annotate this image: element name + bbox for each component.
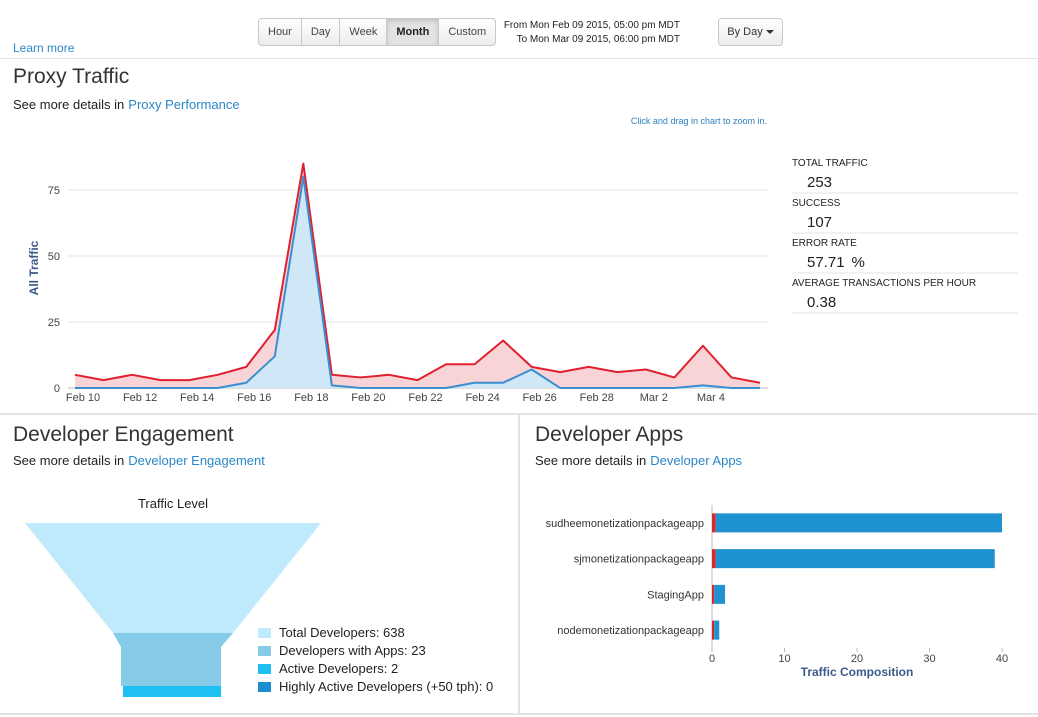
area-fill — [75, 163, 760, 388]
bar — [712, 584, 715, 604]
legend-label: Developers with Apps: 23 — [279, 643, 426, 658]
interval-dropdown[interactable]: By Day — [718, 18, 783, 46]
category-label: sjmonetizationpackageapp — [574, 554, 704, 566]
y-axis-label: All Traffic — [27, 240, 41, 295]
divider — [0, 58, 1038, 59]
x-tick-label: Feb 24 — [465, 392, 499, 404]
stat-label: TOTAL TRAFFIC — [792, 158, 868, 169]
range-button[interactable]: Day — [300, 19, 340, 45]
y-tick-label: 50 — [48, 251, 60, 263]
bar — [715, 513, 1002, 533]
details-prefix: See more details in — [535, 453, 647, 468]
stat-number: 253 — [807, 174, 832, 191]
stat-value: 107 — [807, 214, 832, 231]
category-label: sudheemonetizationpackageapp — [546, 518, 704, 530]
x-tick-label: Mar 2 — [640, 392, 668, 404]
category-label: nodemonetizationpackageapp — [557, 625, 704, 637]
range-button[interactable]: Week — [339, 19, 386, 45]
x-tick-label: 30 — [923, 653, 935, 665]
y-tick-label: 25 — [48, 317, 60, 329]
x-tick-label: Feb 16 — [237, 392, 271, 404]
section-title: Developer Apps — [535, 423, 684, 446]
section-title: Proxy Traffic — [13, 65, 130, 88]
details-line: See more details in Developer Engagement — [13, 453, 265, 468]
date-range: From Mon Feb 09 2015, 05:00 pm MDT To Mo… — [480, 19, 680, 47]
range-button[interactable]: Hour — [268, 26, 292, 38]
legend-swatch — [258, 628, 271, 638]
details-line: See more details in Proxy Performance — [13, 97, 240, 112]
details-link[interactable]: Proxy Performance — [128, 97, 240, 112]
legend-swatch — [258, 664, 271, 674]
funnel-segment — [123, 686, 221, 697]
bar — [715, 549, 995, 569]
legend-label: Active Developers: 2 — [279, 661, 398, 676]
legend-swatch — [258, 646, 271, 656]
details-link[interactable]: Developer Apps — [650, 453, 743, 468]
category-label: StagingApp — [647, 589, 704, 601]
x-tick-label: 40 — [996, 653, 1008, 665]
details-line: See more details in Developer Apps — [535, 453, 742, 468]
stat-value: 0.38 — [807, 294, 836, 311]
x-axis-label: Traffic Composition — [801, 665, 914, 679]
range-button[interactable]: Month — [386, 19, 439, 45]
area-fill — [75, 176, 760, 388]
stat-label: AVERAGE TRANSACTIONS PER HOUR — [792, 278, 976, 289]
learn-more-link[interactable]: Learn more — [13, 41, 75, 55]
stat-number: 107 — [807, 214, 832, 231]
details-prefix: See more details in — [13, 97, 125, 112]
stat-unit: % — [852, 254, 865, 271]
range-button[interactable]: Custom — [438, 19, 495, 45]
series-line — [74, 162, 761, 384]
range-buttons: Hour Day Week Month Custom — [258, 18, 497, 46]
funnel-segment — [25, 523, 321, 633]
bar — [712, 620, 715, 640]
y-tick-label: 0 — [54, 383, 60, 395]
x-tick-label: Feb 18 — [294, 392, 328, 404]
x-tick-label: 20 — [851, 653, 863, 665]
stat-label: SUCCESS — [792, 198, 841, 209]
x-tick-label: Feb 14 — [180, 392, 214, 404]
stat-number: 57.71 — [807, 254, 845, 271]
x-tick-label: 0 — [709, 653, 715, 665]
y-tick-label: 75 — [48, 185, 60, 197]
stat-number: 0.38 — [807, 294, 836, 311]
stat-value: 57.71% — [807, 254, 865, 271]
x-tick-label: 10 — [778, 653, 790, 665]
x-tick-label: Feb 26 — [523, 392, 557, 404]
details-link[interactable]: Developer Engagement — [128, 453, 265, 468]
bar — [714, 620, 720, 640]
to-date: To Mon Mar 09 2015, 06:00 pm MDT — [516, 34, 680, 45]
stat-label: ERROR RATE — [792, 238, 857, 249]
interval-label: By Day — [727, 26, 763, 38]
bar — [714, 584, 726, 604]
x-tick-label: Feb 28 — [580, 392, 614, 404]
divider — [0, 713, 1038, 715]
x-tick-label: Feb 10 — [66, 392, 100, 404]
caret-icon — [765, 30, 774, 35]
divider — [518, 415, 520, 714]
zoom-hint: Click and drag in chart to zoom in. — [630, 116, 767, 126]
section-title: Developer Engagement — [13, 423, 234, 446]
x-tick-label: Feb 20 — [351, 392, 385, 404]
legend-swatch — [258, 682, 271, 692]
stat-value: 253 — [807, 174, 832, 191]
bar — [712, 513, 716, 533]
x-tick-label: Mar 4 — [697, 392, 725, 404]
legend-label: Highly Active Developers (+50 tph): 0 — [279, 679, 493, 694]
bar — [712, 549, 716, 569]
divider — [0, 413, 1038, 415]
series-line — [75, 175, 760, 389]
legend-label: Total Developers: 638 — [279, 625, 405, 640]
x-tick-label: Feb 12 — [123, 392, 157, 404]
x-tick-label: Feb 22 — [408, 392, 442, 404]
funnel-segment — [113, 633, 233, 686]
details-prefix: See more details in — [13, 453, 125, 468]
funnel-title: Traffic Level — [138, 496, 208, 511]
from-date: From Mon Feb 09 2015, 05:00 pm MDT — [503, 20, 680, 31]
